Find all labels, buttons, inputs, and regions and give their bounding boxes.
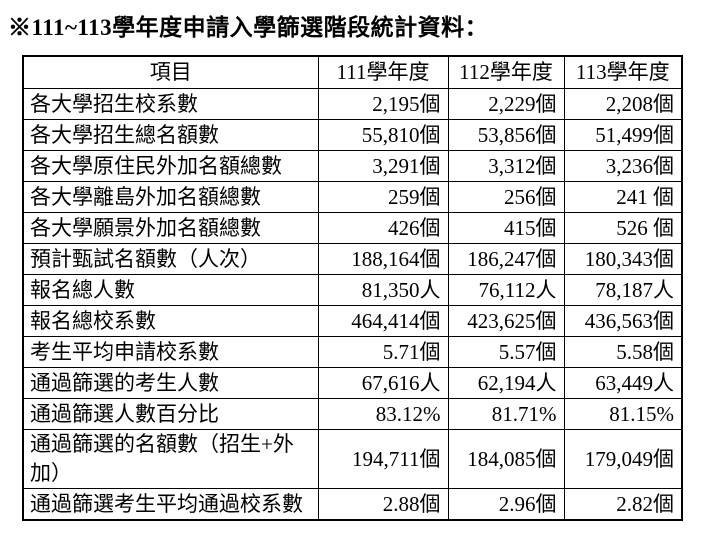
value-cell: 241 個 <box>563 181 683 213</box>
value-cell: 53,856個 <box>447 119 565 151</box>
value-cell: 2,195個 <box>317 88 449 120</box>
value-cell: 436,563個 <box>563 305 683 337</box>
value-cell: 5.71個 <box>317 336 449 368</box>
value-cell: 415個 <box>447 212 565 244</box>
value-cell: 5.58個 <box>563 336 683 368</box>
value-cell: 2,229個 <box>447 88 565 120</box>
value-cell: 426個 <box>317 212 449 244</box>
value-cell: 5.57個 <box>447 336 565 368</box>
row-label: 預計甄試名額數（人次） <box>22 243 319 275</box>
page-title: ※111~113學年度申請入學篩選階段統計資料： <box>8 15 489 40</box>
value-cell: 78,187人 <box>563 274 683 306</box>
table-row: 各大學離島外加名額總數 259個 256個 241 個 <box>22 181 683 213</box>
value-cell: 3,291個 <box>317 150 449 182</box>
row-label: 各大學原住民外加名額總數 <box>22 150 319 182</box>
value-cell: 180,343個 <box>563 243 683 275</box>
value-cell: 3,312個 <box>447 150 565 182</box>
table-row: 考生平均申請校系數 5.71個 5.57個 5.58個 <box>22 336 683 368</box>
value-cell: 184,085個 <box>447 429 565 489</box>
row-label: 各大學招生總名額數 <box>22 119 319 151</box>
value-cell: 526 個 <box>563 212 683 244</box>
table-row: 報名總校系數 464,414個 423,625個 436,563個 <box>22 305 683 337</box>
value-cell: 179,049個 <box>563 429 683 489</box>
value-cell: 423,625個 <box>447 305 565 337</box>
value-cell: 81,350人 <box>317 274 449 306</box>
column-header-item: 項目 <box>22 55 319 89</box>
row-label: 通過篩選考生平均通過校系數 <box>22 488 319 521</box>
table-row: 通過篩選人數百分比 83.12% 81.71% 81.15% <box>22 398 683 430</box>
table-row: 各大學願景外加名額總數 426個 415個 526 個 <box>22 212 683 244</box>
value-cell: 67,616人 <box>317 367 449 399</box>
value-cell: 259個 <box>317 181 449 213</box>
column-header-year-113: 113學年度 <box>563 55 683 89</box>
column-header-year-112: 112學年度 <box>447 55 565 89</box>
row-label: 考生平均申請校系數 <box>22 336 319 368</box>
value-cell: 83.12% <box>317 398 449 430</box>
value-cell: 3,236個 <box>563 150 683 182</box>
value-cell: 2,208個 <box>563 88 683 120</box>
header-row: 項目 111學年度 112學年度 113學年度 <box>22 55 683 89</box>
value-cell: 188,164個 <box>317 243 449 275</box>
table-row: 各大學原住民外加名額總數 3,291個 3,312個 3,236個 <box>22 150 683 182</box>
table-row: 通過篩選考生平均通過校系數 2.88個 2.96個 2.82個 <box>22 488 683 521</box>
value-cell: 194,711個 <box>317 429 449 489</box>
value-cell: 76,112人 <box>447 274 565 306</box>
value-cell: 2.82個 <box>563 488 683 521</box>
row-label: 各大學招生校系數 <box>22 88 319 120</box>
row-label: 通過篩選的考生人數 <box>22 367 319 399</box>
value-cell: 2.96個 <box>447 488 565 521</box>
row-label: 各大學願景外加名額總數 <box>22 212 319 244</box>
value-cell: 62,194人 <box>447 367 565 399</box>
table-row: 各大學招生校系數 2,195個 2,229個 2,208個 <box>22 88 683 120</box>
value-cell: 464,414個 <box>317 305 449 337</box>
value-cell: 256個 <box>447 181 565 213</box>
value-cell: 55,810個 <box>317 119 449 151</box>
value-cell: 81.15% <box>563 398 683 430</box>
row-label: 報名總人數 <box>22 274 319 306</box>
value-cell: 2.88個 <box>317 488 449 521</box>
value-cell: 186,247個 <box>447 243 565 275</box>
row-label: 報名總校系數 <box>22 305 319 337</box>
value-cell: 63,449人 <box>563 367 683 399</box>
table-row: 報名總人數 81,350人 76,112人 78,187人 <box>22 274 683 306</box>
row-label: 通過篩選人數百分比 <box>22 398 319 430</box>
column-header-year-111: 111學年度 <box>317 55 449 89</box>
value-cell: 51,499個 <box>563 119 683 151</box>
row-label: 通過篩選的名額數（招生+外加） <box>22 429 319 489</box>
stats-table: 項目 111學年度 112學年度 113學年度 各大學招生校系數 2,195個 … <box>22 55 683 521</box>
table-row: 通過篩選的考生人數 67,616人 62,194人 63,449人 <box>22 367 683 399</box>
table-row: 通過篩選的名額數（招生+外加） 194,711個 184,085個 179,04… <box>22 429 683 489</box>
row-label: 各大學離島外加名額總數 <box>22 181 319 213</box>
table-row: 預計甄試名額數（人次） 188,164個 186,247個 180,343個 <box>22 243 683 275</box>
value-cell: 81.71% <box>447 398 565 430</box>
table-row: 各大學招生總名額數 55,810個 53,856個 51,499個 <box>22 119 683 151</box>
